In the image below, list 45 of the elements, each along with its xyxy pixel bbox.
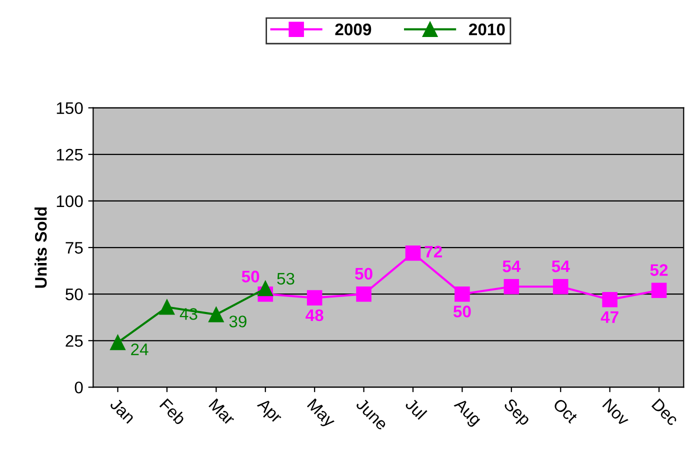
data-label: 72 — [424, 246, 442, 258]
x-tick-label: Feb — [159, 398, 187, 426]
data-label: 48 — [306, 309, 324, 322]
y-tick-label: 150 — [56, 102, 83, 114]
legend-label: 2010 — [468, 24, 505, 36]
x-tick-label: Aug — [451, 397, 482, 428]
data-label: 50 — [242, 270, 260, 282]
data-label: 50 — [453, 306, 471, 318]
y-axis-title: Units Sold — [34, 207, 47, 288]
point — [405, 245, 421, 261]
x-tick-label: Sep — [500, 398, 532, 428]
data-label: 47 — [600, 311, 618, 323]
x-tick-label: Dec — [651, 398, 680, 426]
point — [306, 290, 322, 306]
x-tick-label: Apr — [254, 397, 284, 426]
y-tick-label: 0 — [74, 382, 83, 394]
point — [159, 299, 175, 315]
data-label: 39 — [229, 316, 246, 328]
data-label: 53 — [277, 272, 294, 285]
x-tick-label: Mar — [208, 398, 236, 426]
data-label: 54 — [552, 260, 570, 272]
point — [454, 286, 470, 302]
data-label: 52 — [650, 264, 668, 276]
y-tick-label: 100 — [56, 195, 83, 208]
data-label: 54 — [502, 260, 521, 272]
y-tick-label: 50 — [66, 288, 83, 300]
x-tick-label: Oct — [552, 398, 579, 424]
y-tick-label: 25 — [66, 335, 83, 347]
data-label: 50 — [355, 268, 372, 280]
y-tick-label: 75 — [66, 242, 83, 254]
point — [602, 292, 618, 308]
x-tick-label: Jan — [109, 398, 136, 424]
point — [504, 278, 520, 294]
point — [552, 278, 568, 294]
point — [208, 306, 224, 322]
x-tick-label: Jul — [404, 397, 428, 420]
x-tick-label: Nov — [602, 398, 630, 426]
x-tick-label: May — [304, 398, 336, 430]
legend-label: 2009 — [335, 24, 372, 36]
point — [356, 286, 372, 302]
y-tick-label: 125 — [56, 148, 83, 161]
point — [258, 280, 274, 296]
point — [651, 282, 667, 298]
data-label: 24 — [131, 344, 148, 356]
point — [110, 334, 126, 350]
